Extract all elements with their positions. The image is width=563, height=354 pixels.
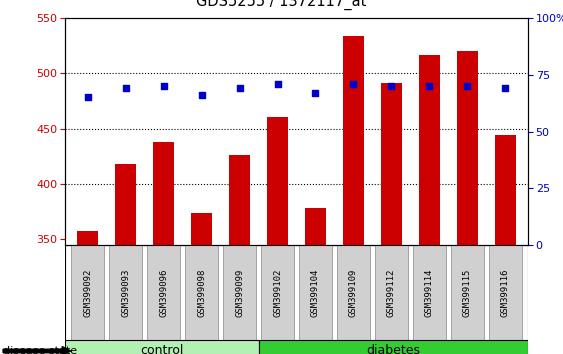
Text: GSM399096: GSM399096 — [159, 268, 168, 317]
Bar — [450, 245, 484, 340]
Point — [197, 92, 206, 98]
Bar — [109, 245, 142, 340]
Point — [501, 86, 510, 91]
Text: disease state: disease state — [3, 346, 77, 354]
Point — [159, 83, 168, 89]
Text: control: control — [140, 344, 184, 354]
Bar — [299, 245, 332, 340]
Bar — [419, 55, 440, 245]
Bar — [229, 155, 250, 245]
Point — [349, 81, 358, 87]
Bar — [77, 230, 98, 245]
Text: GSM399098: GSM399098 — [197, 268, 206, 317]
Text: GDS5255 / 1372117_at: GDS5255 / 1372117_at — [196, 0, 367, 10]
Bar — [261, 245, 294, 340]
Text: GSM399092: GSM399092 — [83, 268, 92, 317]
Bar — [65, 340, 258, 354]
Bar — [495, 135, 516, 245]
Text: GSM399116: GSM399116 — [501, 268, 510, 317]
Bar — [381, 83, 402, 245]
Bar — [71, 245, 105, 340]
Text: GSM399099: GSM399099 — [235, 268, 244, 317]
Bar — [337, 245, 370, 340]
Bar — [258, 340, 528, 354]
Bar — [267, 116, 288, 245]
Point — [425, 83, 434, 89]
Bar — [305, 209, 326, 245]
Bar — [375, 245, 408, 340]
Bar — [115, 164, 136, 245]
Bar — [489, 245, 522, 340]
Bar — [153, 142, 174, 245]
Point — [83, 95, 92, 100]
Bar — [457, 51, 478, 245]
Text: GSM399093: GSM399093 — [121, 268, 130, 317]
Bar — [413, 245, 446, 340]
Bar — [147, 245, 180, 340]
Text: GSM399109: GSM399109 — [349, 268, 358, 317]
Bar — [191, 213, 212, 245]
Point — [311, 90, 320, 96]
Point — [463, 83, 472, 89]
Text: GSM399112: GSM399112 — [387, 268, 396, 317]
Text: GSM399114: GSM399114 — [425, 268, 434, 317]
Point — [273, 81, 282, 87]
Bar — [223, 245, 256, 340]
Text: diabetes: diabetes — [367, 344, 420, 354]
Point — [235, 86, 244, 91]
Bar — [343, 36, 364, 245]
Point — [121, 86, 130, 91]
Text: GSM399115: GSM399115 — [463, 268, 472, 317]
Text: GSM399104: GSM399104 — [311, 268, 320, 317]
Bar — [185, 245, 218, 340]
Point — [387, 83, 396, 89]
Text: GSM399102: GSM399102 — [273, 268, 282, 317]
